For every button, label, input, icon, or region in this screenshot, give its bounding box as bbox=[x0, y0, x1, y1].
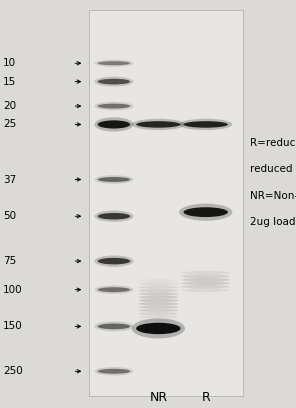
Ellipse shape bbox=[94, 117, 133, 131]
Ellipse shape bbox=[98, 258, 130, 264]
Text: 37: 37 bbox=[3, 175, 16, 184]
Ellipse shape bbox=[179, 204, 232, 221]
Ellipse shape bbox=[94, 322, 133, 331]
Ellipse shape bbox=[181, 288, 230, 292]
Ellipse shape bbox=[98, 369, 130, 374]
Text: NR: NR bbox=[149, 391, 168, 404]
Ellipse shape bbox=[94, 175, 133, 184]
Ellipse shape bbox=[139, 289, 178, 292]
Text: 50: 50 bbox=[3, 211, 16, 221]
Text: R=reduced: R=reduced bbox=[250, 138, 296, 148]
Text: 15: 15 bbox=[3, 77, 16, 86]
Ellipse shape bbox=[139, 292, 178, 295]
Ellipse shape bbox=[184, 207, 228, 217]
Ellipse shape bbox=[179, 119, 232, 130]
Ellipse shape bbox=[181, 278, 230, 282]
Text: 150: 150 bbox=[3, 322, 23, 331]
Ellipse shape bbox=[139, 315, 178, 319]
Ellipse shape bbox=[98, 324, 130, 329]
Ellipse shape bbox=[94, 367, 133, 375]
Ellipse shape bbox=[98, 104, 130, 109]
Ellipse shape bbox=[181, 275, 230, 278]
Ellipse shape bbox=[94, 60, 133, 67]
Ellipse shape bbox=[98, 287, 130, 292]
Ellipse shape bbox=[181, 271, 230, 275]
Ellipse shape bbox=[184, 121, 228, 128]
Text: 75: 75 bbox=[3, 256, 16, 266]
Ellipse shape bbox=[132, 119, 185, 130]
Text: NR=Non-: NR=Non- bbox=[250, 191, 296, 201]
Ellipse shape bbox=[139, 299, 178, 302]
Ellipse shape bbox=[136, 323, 181, 334]
Ellipse shape bbox=[139, 312, 178, 315]
Ellipse shape bbox=[132, 318, 185, 339]
Text: 20: 20 bbox=[3, 101, 16, 111]
Ellipse shape bbox=[139, 295, 178, 299]
Text: 250: 250 bbox=[3, 366, 23, 376]
Ellipse shape bbox=[98, 79, 130, 84]
Text: R: R bbox=[201, 391, 210, 404]
Ellipse shape bbox=[98, 177, 130, 182]
Ellipse shape bbox=[139, 306, 178, 309]
Text: 25: 25 bbox=[3, 120, 16, 129]
Ellipse shape bbox=[136, 121, 181, 128]
Text: 100: 100 bbox=[3, 285, 22, 295]
Ellipse shape bbox=[98, 213, 130, 220]
Ellipse shape bbox=[98, 120, 130, 129]
Ellipse shape bbox=[98, 61, 130, 65]
Bar bbox=[89, 10, 243, 396]
Ellipse shape bbox=[181, 282, 230, 285]
Ellipse shape bbox=[94, 211, 133, 222]
Ellipse shape bbox=[94, 77, 133, 86]
Ellipse shape bbox=[94, 286, 133, 294]
Ellipse shape bbox=[139, 309, 178, 312]
Ellipse shape bbox=[181, 285, 230, 288]
Ellipse shape bbox=[94, 102, 133, 110]
Text: 2ug loading: 2ug loading bbox=[250, 217, 296, 227]
Ellipse shape bbox=[94, 255, 133, 267]
Ellipse shape bbox=[139, 302, 178, 306]
Ellipse shape bbox=[139, 286, 178, 289]
Text: reduced: reduced bbox=[250, 164, 293, 174]
Text: 10: 10 bbox=[3, 58, 16, 68]
